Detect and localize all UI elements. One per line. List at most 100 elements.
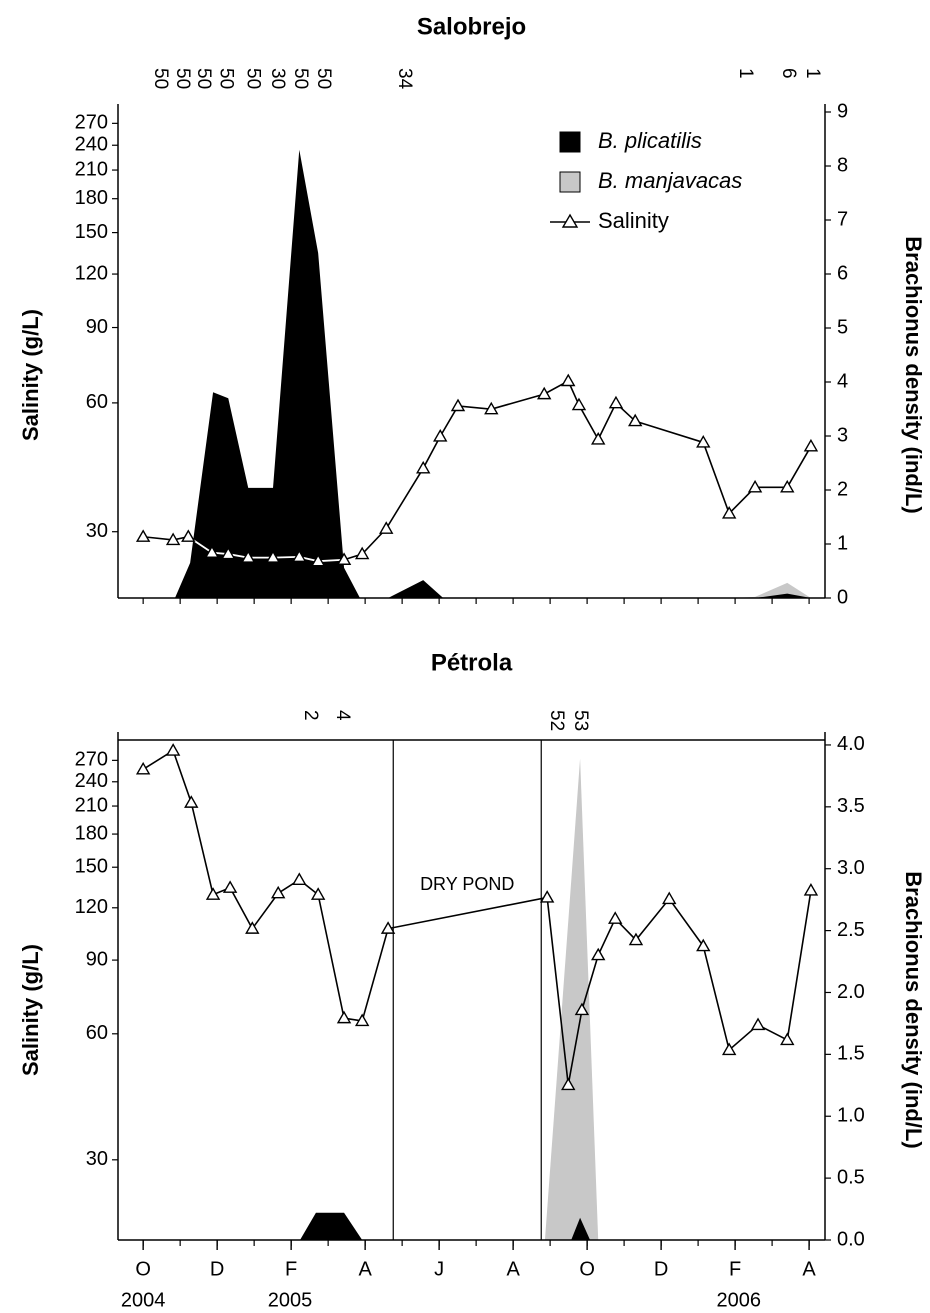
sample-size-label: 50 — [215, 68, 236, 89]
salinity-marker — [539, 890, 555, 903]
salinity-marker — [292, 549, 307, 563]
salinity-marker — [608, 911, 623, 924]
salinity-marker — [221, 546, 236, 560]
legend-label: Salinity — [598, 208, 669, 233]
salinity-marker — [803, 883, 819, 896]
salinity-marker — [165, 743, 181, 756]
density-area — [300, 758, 599, 1240]
y2-tick-label: 3.0 — [837, 857, 865, 879]
x-tick-label: O — [135, 1258, 151, 1280]
sample-size-label: 50 — [172, 68, 193, 89]
salinity-marker — [721, 506, 737, 519]
salinity-marker — [379, 521, 394, 534]
y2-tick-label: 0.5 — [837, 1166, 865, 1188]
sample-size-label: 53 — [570, 710, 591, 731]
y2-tick-label: 1.0 — [837, 1105, 865, 1127]
y-tick-label: 30 — [86, 1148, 108, 1170]
year-label: 2006 — [717, 1289, 762, 1311]
salinity-marker — [310, 887, 326, 900]
legend-swatch — [559, 171, 581, 193]
salinity-marker — [750, 1017, 766, 1031]
y-tick-label: 240 — [75, 770, 108, 792]
salinity-marker — [336, 1010, 352, 1024]
salinity-marker — [721, 1042, 737, 1056]
sample-size-label: 50 — [150, 68, 171, 89]
salinity-marker — [433, 428, 448, 442]
salinity-marker — [310, 553, 326, 567]
salinity-marker — [747, 479, 763, 493]
sample-size-label: 50 — [313, 68, 334, 89]
salinity-marker — [380, 921, 396, 934]
y2-tick-label: 0 — [837, 586, 848, 608]
salinity-marker — [184, 795, 199, 808]
y-tick-label: 120 — [75, 896, 108, 918]
salinity-marker — [354, 546, 370, 560]
salinity-marker — [336, 552, 352, 565]
chart-title: Pétrola — [431, 649, 513, 676]
salinity-marker — [696, 938, 711, 952]
y-tick-label: 60 — [86, 391, 108, 413]
salinity-marker — [561, 373, 576, 387]
sample-size-label: 4 — [332, 710, 353, 721]
x-tick-label: A — [358, 1258, 372, 1280]
salinity-line — [142, 749, 812, 1086]
salinity-marker — [591, 947, 606, 961]
salinity-marker — [222, 880, 238, 893]
salinity-marker — [205, 887, 221, 900]
y2-tick-label: 2 — [837, 478, 848, 500]
salinity-marker — [204, 545, 220, 558]
salinity-marker — [780, 479, 795, 493]
salinity-marker — [354, 1013, 370, 1027]
sample-size-label: 50 — [290, 68, 311, 89]
sample-size-label: 34 — [394, 68, 415, 90]
y2-tick-label: 3 — [837, 424, 848, 446]
salinity-marker — [241, 550, 256, 563]
salinity-marker — [608, 395, 624, 409]
x-tick-label: D — [210, 1258, 224, 1280]
salinity-marker — [135, 761, 151, 775]
y-tick-label: 210 — [75, 158, 108, 180]
y-tick-label: 240 — [75, 134, 108, 156]
salinity-marker — [803, 438, 819, 452]
y2-tick-label: 5 — [837, 316, 848, 338]
y-axis-label: Salinity (g/L) — [18, 309, 43, 441]
x-tick-label: D — [654, 1258, 668, 1280]
salinity-marker — [245, 921, 260, 934]
y2-tick-label: 6 — [837, 262, 848, 284]
sample-size-label: 50 — [242, 68, 263, 89]
y2-axis-label: Brachionus density (ind/L) — [901, 236, 926, 513]
legend-label: B. plicatilis — [598, 128, 702, 153]
salinity-marker — [571, 397, 587, 411]
salinity-marker — [628, 413, 643, 427]
salinity-marker — [574, 1002, 590, 1016]
y-tick-label: 180 — [75, 187, 108, 209]
y2-tick-label: 3.5 — [837, 795, 865, 817]
salinity-marker — [135, 529, 151, 542]
x-tick-label: F — [729, 1258, 741, 1280]
sample-size-label: 50 — [193, 68, 214, 89]
salinity-marker — [628, 932, 644, 946]
salinity-marker — [270, 885, 286, 899]
y-tick-label: 180 — [75, 822, 108, 844]
salinity-marker — [181, 529, 196, 542]
sample-size-label: 1 — [802, 68, 823, 79]
salinity-marker — [662, 891, 677, 905]
y2-tick-label: 2.5 — [837, 919, 865, 941]
salinity-marker — [450, 398, 466, 412]
sample-size-label: 6 — [778, 68, 799, 79]
x-tick-label: O — [579, 1258, 595, 1280]
y-tick-label: 270 — [75, 749, 108, 771]
y-tick-label: 90 — [86, 316, 108, 338]
y-tick-label: 90 — [86, 948, 108, 970]
y-tick-label: 270 — [75, 112, 108, 134]
salinity-marker — [416, 460, 431, 474]
salinity-marker — [292, 872, 307, 885]
salinity-marker — [561, 1077, 576, 1091]
y-tick-label: 150 — [75, 221, 108, 243]
sample-size-label: 52 — [546, 710, 567, 731]
y-tick-label: 60 — [86, 1022, 108, 1044]
density-area — [174, 149, 811, 599]
sample-size-label: 2 — [300, 710, 321, 721]
